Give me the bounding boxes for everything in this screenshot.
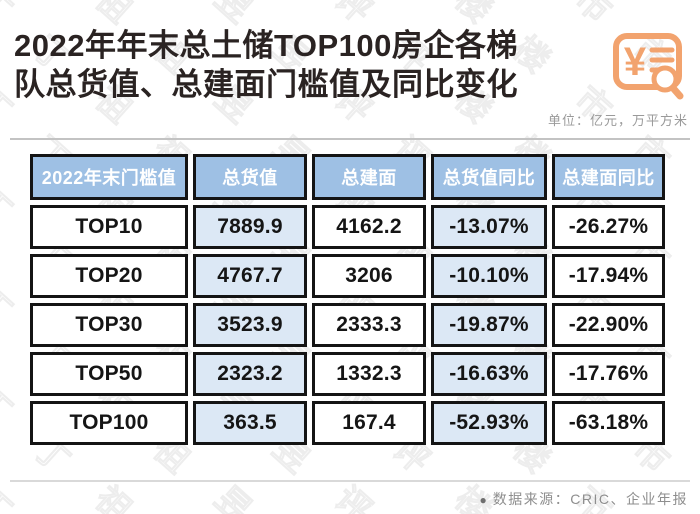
footer-divider	[10, 480, 690, 482]
header: 2022年年末总土储TOP100房企各梯 队总货值、总建面门槛值及同比变化 ¥	[14, 26, 686, 108]
value-yoy-cell: -19.87%	[431, 303, 547, 347]
total-gfa-cell: 167.4	[312, 401, 426, 445]
title-line-1: 2022年年末总土储TOP100房企各梯	[14, 28, 518, 63]
svg-text:¥: ¥	[624, 40, 647, 84]
value-yoy-cell: -10.10%	[431, 254, 547, 298]
total-value-cell: 2323.2	[193, 352, 307, 396]
total-gfa-cell: 3206	[312, 254, 426, 298]
gfa-yoy-cell: -17.76%	[552, 352, 665, 396]
gfa-yoy-cell: -63.18%	[552, 401, 665, 445]
gfa-yoy-cell: -26.27%	[552, 205, 665, 249]
gfa-yoy-cell: -17.94%	[552, 254, 665, 298]
value-yoy-cell: -13.07%	[431, 205, 547, 249]
tier-label: TOP30	[30, 303, 188, 347]
col-header-total-value: 总货值	[193, 154, 307, 200]
land-reserve-table: 2022年末门槛值 总货值 总建面 总货值同比 总建面同比 TOP10 7889…	[25, 149, 670, 450]
unit-note: 单位：亿元，万平方米	[547, 113, 688, 128]
total-value-cell: 3523.9	[193, 303, 307, 347]
col-header-gfa-yoy: 总建面同比	[552, 154, 665, 200]
col-header-total-gfa: 总建面	[312, 154, 426, 200]
total-gfa-cell: 1332.3	[312, 352, 426, 396]
col-header-threshold: 2022年末门槛值	[30, 154, 188, 200]
invoice-search-icon: ¥	[612, 29, 684, 108]
table-row-top50: TOP50 2323.2 1332.3 -16.63% -17.76%	[30, 352, 665, 396]
header-row: 2022年末门槛值 总货值 总建面 总货值同比 总建面同比	[30, 154, 665, 200]
total-value-cell: 4767.7	[193, 254, 307, 298]
total-value-cell: 363.5	[193, 401, 307, 445]
tier-label: TOP20	[30, 254, 188, 298]
gfa-yoy-cell: -22.90%	[552, 303, 665, 347]
value-yoy-cell: -52.93%	[431, 401, 547, 445]
table-row-top30: TOP30 3523.9 2333.3 -19.87% -22.90%	[30, 303, 665, 347]
title-line-2: 队总货值、总建面门槛值及同比变化	[14, 67, 518, 102]
page-title: 2022年年末总土储TOP100房企各梯 队总货值、总建面门槛值及同比变化	[14, 26, 518, 104]
tier-label: TOP50	[30, 352, 188, 396]
total-value-cell: 7889.9	[193, 205, 307, 249]
total-gfa-cell: 4162.2	[312, 205, 426, 249]
table-row-top100: TOP100 363.5 167.4 -52.93% -63.18%	[30, 401, 665, 445]
table-row-top20: TOP20 4767.7 3206 -10.10% -17.94%	[30, 254, 665, 298]
source-bullet-icon: ●	[479, 493, 487, 507]
tier-label: TOP100	[30, 401, 188, 445]
total-gfa-cell: 2333.3	[312, 303, 426, 347]
tier-label: TOP10	[30, 205, 188, 249]
source-text: 数据来源：CRIC、企业年报	[492, 491, 688, 507]
col-header-value-yoy: 总货值同比	[431, 154, 547, 200]
value-yoy-cell: -16.63%	[431, 352, 547, 396]
top-divider	[10, 138, 690, 140]
source-note: ● 数据来源：CRIC、企业年报	[14, 489, 688, 509]
table-row-top10: TOP10 7889.9 4162.2 -13.07% -26.27%	[30, 205, 665, 249]
